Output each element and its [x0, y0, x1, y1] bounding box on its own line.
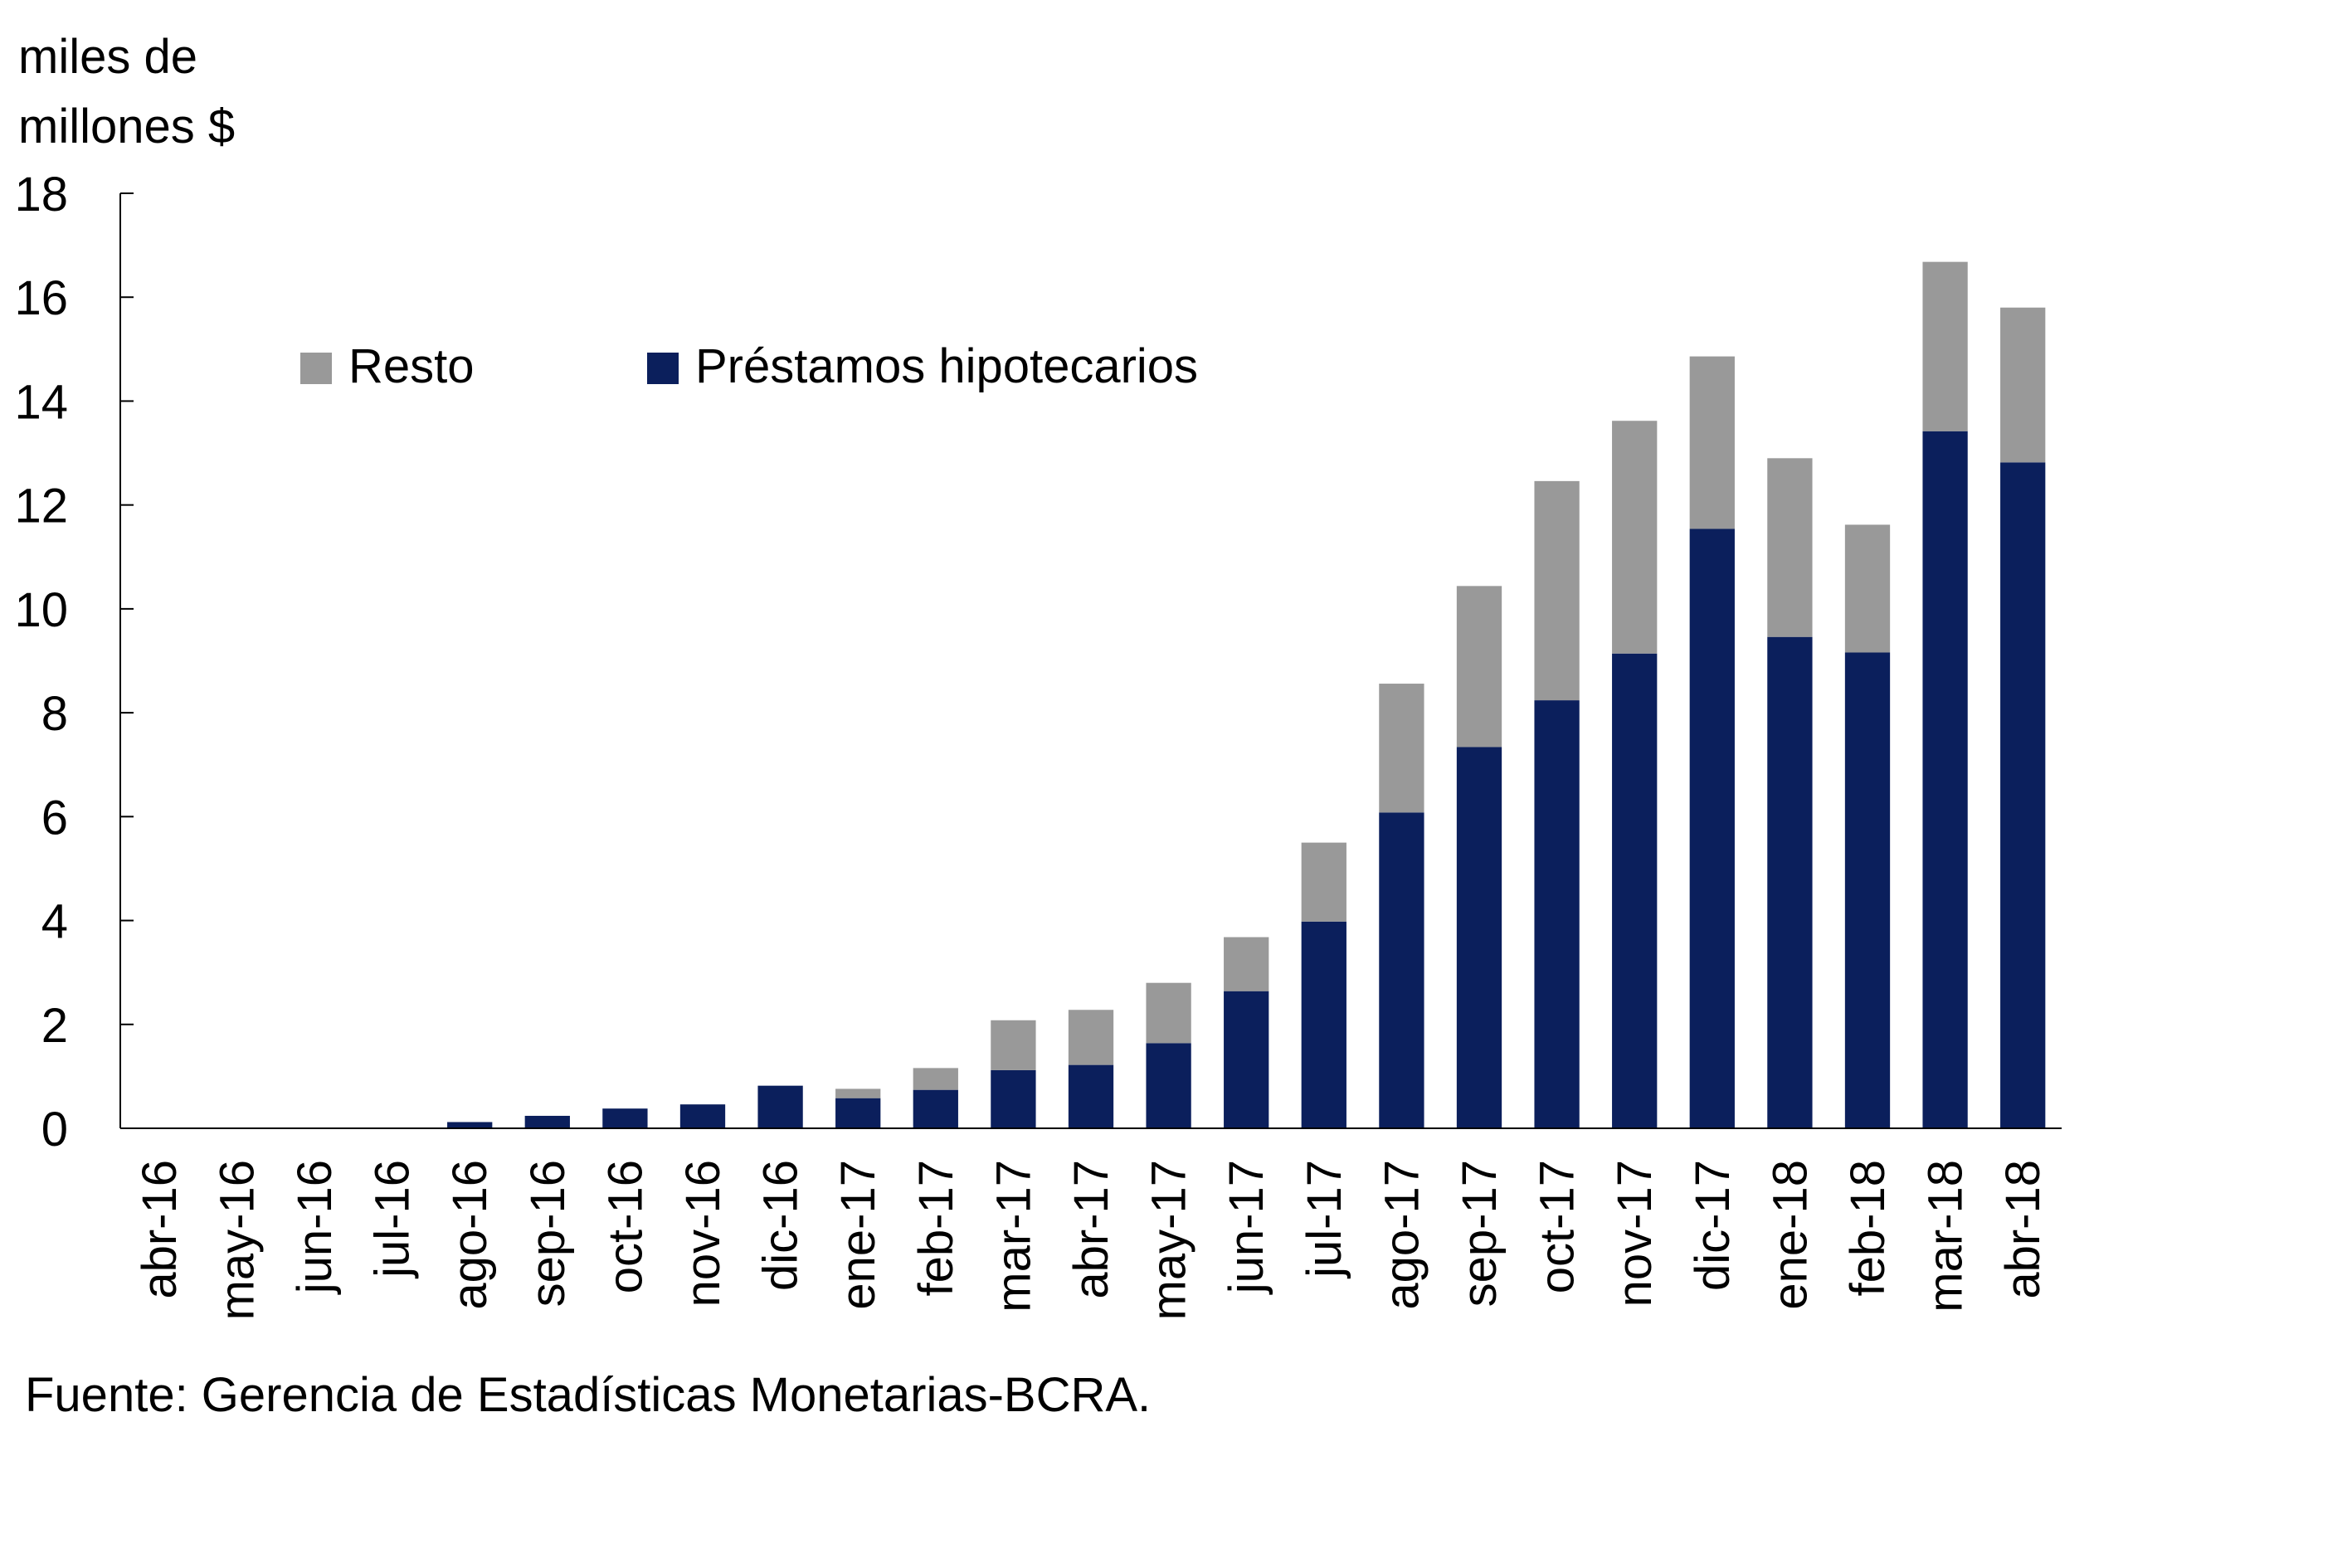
- x-tick-label-ene-18: ene-18: [1763, 1160, 1817, 1310]
- bar-resto-ago-17: [1379, 684, 1424, 813]
- y-tick-label-18: 18: [14, 168, 68, 222]
- x-tick-label-mar-17: mar-17: [986, 1160, 1040, 1312]
- bar-resto-oct-17: [1534, 480, 1580, 701]
- x-tick-label-jun-16: jun-16: [288, 1160, 342, 1295]
- x-tick-label-may-16: may-16: [210, 1160, 264, 1320]
- x-tick-label-mar-18: mar-18: [1919, 1160, 1973, 1312]
- bar-resto-may-17: [1146, 982, 1191, 1044]
- x-tick-label-feb-18: feb-18: [1841, 1160, 1895, 1296]
- y-tick-label-0: 0: [41, 1103, 68, 1157]
- x-tick-label-abr-18: abr-18: [1996, 1160, 2050, 1299]
- bar-prestamos-hipotecarios-mar-18: [1922, 431, 1968, 1128]
- bar-resto-ene-18: [1767, 458, 1813, 637]
- bar-prestamos-hipotecarios-oct-16: [602, 1108, 648, 1128]
- bars-layer: [447, 261, 2046, 1128]
- y-tick-label-6: 6: [41, 791, 68, 845]
- y-tick-label-2: 2: [41, 999, 68, 1053]
- x-tick-label-jul-16: jul-16: [366, 1160, 420, 1279]
- bar-resto-abr-17: [1068, 1010, 1114, 1065]
- axes: [119, 192, 2062, 1129]
- x-tick-label-dic-17: dic-17: [1686, 1160, 1740, 1291]
- bar-prestamos-hipotecarios-nov-17: [1612, 653, 1658, 1128]
- bar-prestamos-hipotecarios-dic-17: [1689, 528, 1735, 1128]
- bar-prestamos-hipotecarios-abr-18: [2000, 462, 2046, 1128]
- x-tick-label-dic-16: dic-16: [754, 1160, 808, 1291]
- legend-swatch-prestamos-hipotecarios: [647, 353, 679, 384]
- x-tick-label-ene-17: ene-17: [831, 1160, 885, 1310]
- bar-prestamos-hipotecarios-sep-16: [524, 1115, 570, 1128]
- bar-prestamos-hipotecarios-abr-17: [1068, 1064, 1114, 1128]
- bar-resto-feb-17: [913, 1068, 958, 1090]
- x-tick-label-jun-17: jun-17: [1220, 1160, 1273, 1295]
- x-tick-label-sep-16: sep-16: [521, 1160, 575, 1307]
- y-tick-label-16: 16: [14, 271, 68, 325]
- y-tick-label-4: 4: [41, 895, 68, 949]
- bar-resto-nov-17: [1612, 421, 1658, 654]
- bar-prestamos-hipotecarios-feb-17: [913, 1089, 958, 1128]
- bar-resto-ene-17: [835, 1088, 881, 1098]
- x-tick-label-feb-17: feb-17: [909, 1160, 963, 1296]
- bar-resto-dic-17: [1689, 356, 1735, 529]
- legend: Resto Préstamos hipotecarios: [300, 339, 1198, 393]
- source-note: Fuente: Gerencia de Estadísticas Monetar…: [25, 1368, 1152, 1422]
- x-tick-label-may-17: may-17: [1142, 1160, 1196, 1320]
- bar-prestamos-hipotecarios-may-17: [1146, 1043, 1191, 1128]
- x-tick-label-oct-16: oct-16: [598, 1160, 652, 1293]
- x-tick-label-sep-17: sep-17: [1453, 1160, 1507, 1307]
- legend-label-prestamos-hipotecarios: Préstamos hipotecarios: [695, 339, 1198, 393]
- bar-prestamos-hipotecarios-ago-17: [1379, 812, 1424, 1128]
- legend-label-resto: Resto: [348, 339, 475, 393]
- bar-prestamos-hipotecarios-ago-16: [447, 1122, 493, 1128]
- bar-resto-feb-18: [1844, 524, 1891, 653]
- x-tick-label-jul-17: jul-17: [1298, 1160, 1351, 1279]
- bar-prestamos-hipotecarios-ene-18: [1767, 636, 1813, 1128]
- legend-swatch-resto: [300, 353, 332, 384]
- x-tick-label-abr-16: abr-16: [133, 1160, 187, 1299]
- y-tick-label-14: 14: [14, 375, 68, 429]
- bar-prestamos-hipotecarios-sep-17: [1456, 747, 1502, 1128]
- bar-prestamos-hipotecarios-mar-17: [991, 1069, 1036, 1128]
- x-tick-label-nov-16: nov-16: [676, 1160, 730, 1307]
- y-tick-label-8: 8: [41, 687, 68, 741]
- bar-prestamos-hipotecarios-feb-18: [1844, 652, 1891, 1128]
- x-tick-label-oct-17: oct-17: [1531, 1160, 1585, 1293]
- bar-resto-mar-18: [1922, 261, 1968, 431]
- y-tick-labels: 0 2 4 6 8 10 12 14 16 18: [14, 168, 68, 1157]
- x-tick-label-ago-17: ago-17: [1375, 1160, 1429, 1310]
- bar-prestamos-hipotecarios-ene-17: [835, 1098, 881, 1128]
- y-axis-label-line-1: miles de: [18, 30, 197, 84]
- bar-resto-sep-17: [1456, 586, 1502, 747]
- y-axis-label-line-2: millones $: [18, 100, 235, 153]
- bar-resto-mar-17: [991, 1020, 1036, 1070]
- bar-prestamos-hipotecarios-oct-17: [1534, 700, 1580, 1128]
- bar-resto-jun-17: [1224, 937, 1269, 991]
- y-tick-label-12: 12: [14, 480, 68, 533]
- x-tick-label-ago-16: ago-16: [443, 1160, 497, 1310]
- bar-resto-abr-18: [2000, 307, 2046, 463]
- bar-prestamos-hipotecarios-jun-17: [1224, 991, 1269, 1128]
- bar-resto-jul-17: [1301, 842, 1346, 922]
- y-tick-label-10: 10: [14, 583, 68, 637]
- x-tick-label-abr-17: abr-17: [1064, 1160, 1118, 1299]
- x-tick-label-nov-17: nov-17: [1608, 1160, 1662, 1307]
- x-tick-labels: abr-16 may-16 jun-16 jul-16 ago-16 sep-16 oct-…: [133, 1160, 2050, 1320]
- bar-prestamos-hipotecarios-jul-17: [1301, 921, 1346, 1128]
- bar-prestamos-hipotecarios-dic-16: [757, 1085, 803, 1128]
- bar-prestamos-hipotecarios-nov-16: [679, 1104, 726, 1128]
